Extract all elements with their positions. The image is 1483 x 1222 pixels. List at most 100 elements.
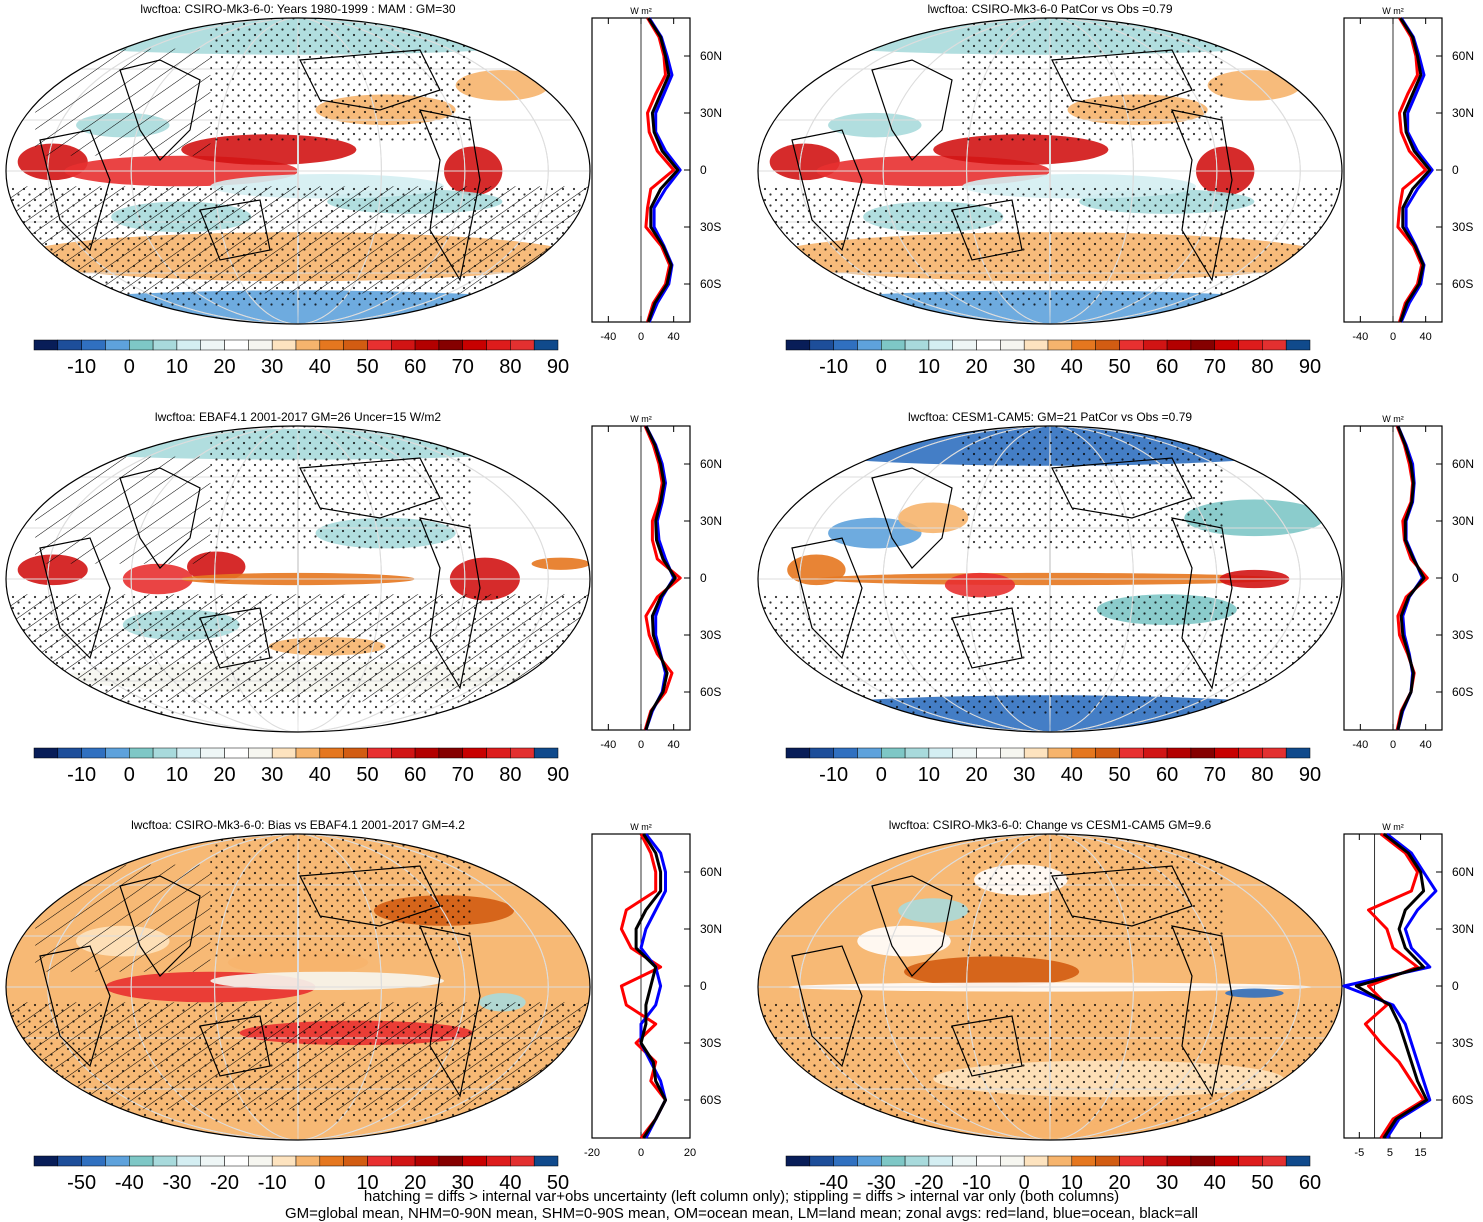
colorbar-bin xyxy=(33,339,59,351)
panel-5: lwcftoa: CSIRO-Mk3-6-0: Bias vs EBAF4.1 … xyxy=(5,818,722,1194)
field-blob xyxy=(904,956,1080,987)
colorbar-bin xyxy=(295,1155,321,1167)
field-blob xyxy=(181,134,357,165)
colorbar-bin xyxy=(809,1155,834,1167)
profile-lat-label: 60S xyxy=(1452,277,1473,291)
colorbar-bin xyxy=(414,339,440,351)
coastline xyxy=(871,59,953,161)
colorbar-bin xyxy=(200,747,225,759)
colorbar-bin xyxy=(976,339,1001,351)
profile-series-land xyxy=(644,17,676,323)
profile-lat-label: 30N xyxy=(1452,106,1474,120)
profile-lat-label: 30N xyxy=(1452,922,1474,936)
colorbar-bin xyxy=(438,1155,463,1167)
colorbar-bin xyxy=(129,1155,154,1167)
hatching xyxy=(6,1002,590,1110)
coastline xyxy=(791,537,863,660)
colorbar-label: 70 xyxy=(452,356,474,378)
colorbar-label: -30 xyxy=(867,1172,896,1194)
colorbar-bin xyxy=(1238,1155,1263,1167)
colorbar-bin xyxy=(295,339,321,351)
colorbar-bin xyxy=(881,339,906,351)
map xyxy=(758,834,1342,1140)
colorbar-bin xyxy=(271,747,297,759)
colorbar-label: 40 xyxy=(1061,356,1083,378)
profile-xtick-label: 40 xyxy=(1420,331,1432,343)
hatching xyxy=(6,594,590,702)
colorbar-label: 80 xyxy=(1251,764,1273,786)
colorbar-bin xyxy=(1143,339,1168,351)
colorbar-bin xyxy=(391,339,416,351)
colorbar-label: -10 xyxy=(819,764,848,786)
colorbar-label: 0 xyxy=(1019,1172,1030,1194)
profile-xtick-label: -40 xyxy=(1352,739,1368,751)
colorbar-bin xyxy=(1238,339,1263,351)
graticule-lon xyxy=(1049,834,1051,1140)
colorbar-bin xyxy=(1071,1155,1096,1167)
colorbar-bin xyxy=(1166,747,1192,759)
coastline xyxy=(199,199,271,261)
profile-lat-label: 60S xyxy=(700,277,721,291)
colorbar-bin xyxy=(224,1155,249,1167)
graticule-lon xyxy=(297,426,299,732)
colorbar-label: 50 xyxy=(356,356,378,378)
colorbar-bin xyxy=(1143,1155,1168,1167)
profile-series-all xyxy=(1398,17,1432,323)
profile-lat-label: 30N xyxy=(1452,514,1474,528)
colorbar-label: 90 xyxy=(1299,764,1321,786)
colorbar-label: 0 xyxy=(876,764,887,786)
profile-lat-label: 30N xyxy=(700,106,722,120)
colorbar-bin xyxy=(391,1155,416,1167)
profile-lat-label: 60S xyxy=(700,1093,721,1107)
colorbar-bin xyxy=(1000,747,1025,759)
colorbar-bin xyxy=(904,339,930,351)
map-border xyxy=(5,425,591,733)
graticule-lon xyxy=(882,18,1218,324)
colorbar-label: 20 xyxy=(1108,1172,1130,1194)
stippling xyxy=(962,834,1226,957)
field-blob xyxy=(455,70,550,101)
profile-series-land xyxy=(1396,17,1428,323)
panel-2: lwcftoa: CSIRO-Mk3-6-0 PatCor vs Obs =0.… xyxy=(757,2,1474,378)
colorbar-bin xyxy=(33,747,59,759)
colorbar-label: 0 xyxy=(314,1172,325,1194)
colorbar-label: -40 xyxy=(115,1172,144,1194)
colorbar-bin xyxy=(295,747,321,759)
colorbar-bin xyxy=(224,747,249,759)
zonal-profile: -5 5 15 W m² 60N 30N 0 30S 60S xyxy=(1342,822,1474,1159)
field-blob xyxy=(933,134,1109,165)
colorbar-bin xyxy=(271,1155,297,1167)
colorbar-bin xyxy=(105,1155,130,1167)
field-blob xyxy=(1207,70,1302,101)
profile-lat-label: 60S xyxy=(1452,1093,1473,1107)
colorbar-label: 30 xyxy=(261,356,283,378)
zonal-profile: -40 0 40 W m² 60N 30N 0 30S 60S xyxy=(1343,414,1474,751)
coastline xyxy=(419,925,481,1098)
profile-lat-label: 0 xyxy=(700,163,707,177)
zonal-profile: -40 0 40 W m² 60N 30N 0 30S 60S xyxy=(591,6,722,343)
colorbar-bin xyxy=(533,1155,559,1167)
colorbar-bin xyxy=(462,1155,487,1167)
colorbar-bin xyxy=(1119,747,1144,759)
colorbar-label: 40 xyxy=(499,1172,521,1194)
graticule-lon xyxy=(882,834,1218,1140)
colorbar-label: -20 xyxy=(914,1172,943,1194)
field-blob xyxy=(1225,988,1284,998)
coastline xyxy=(39,129,111,252)
colorbar-bin xyxy=(857,1155,882,1167)
field-blob xyxy=(787,554,846,586)
colorbar-label: 60 xyxy=(1156,356,1178,378)
colorbar-label: -10 xyxy=(67,764,96,786)
map xyxy=(6,834,590,1140)
profile-series-all xyxy=(1354,832,1429,1139)
colorbar-bin xyxy=(510,339,535,351)
colorbar-bin xyxy=(319,339,344,351)
profile-xtick-label: 20 xyxy=(684,1147,696,1159)
profile-xtick-label: -5 xyxy=(1354,1147,1364,1159)
colorbar-bin xyxy=(343,1155,368,1167)
colorbar-label: 30 xyxy=(1156,1172,1178,1194)
colorbar-label: 60 xyxy=(404,356,426,378)
graticule-lon xyxy=(130,18,466,324)
colorbar-bin xyxy=(809,747,834,759)
colorbar-label: 90 xyxy=(547,356,569,378)
